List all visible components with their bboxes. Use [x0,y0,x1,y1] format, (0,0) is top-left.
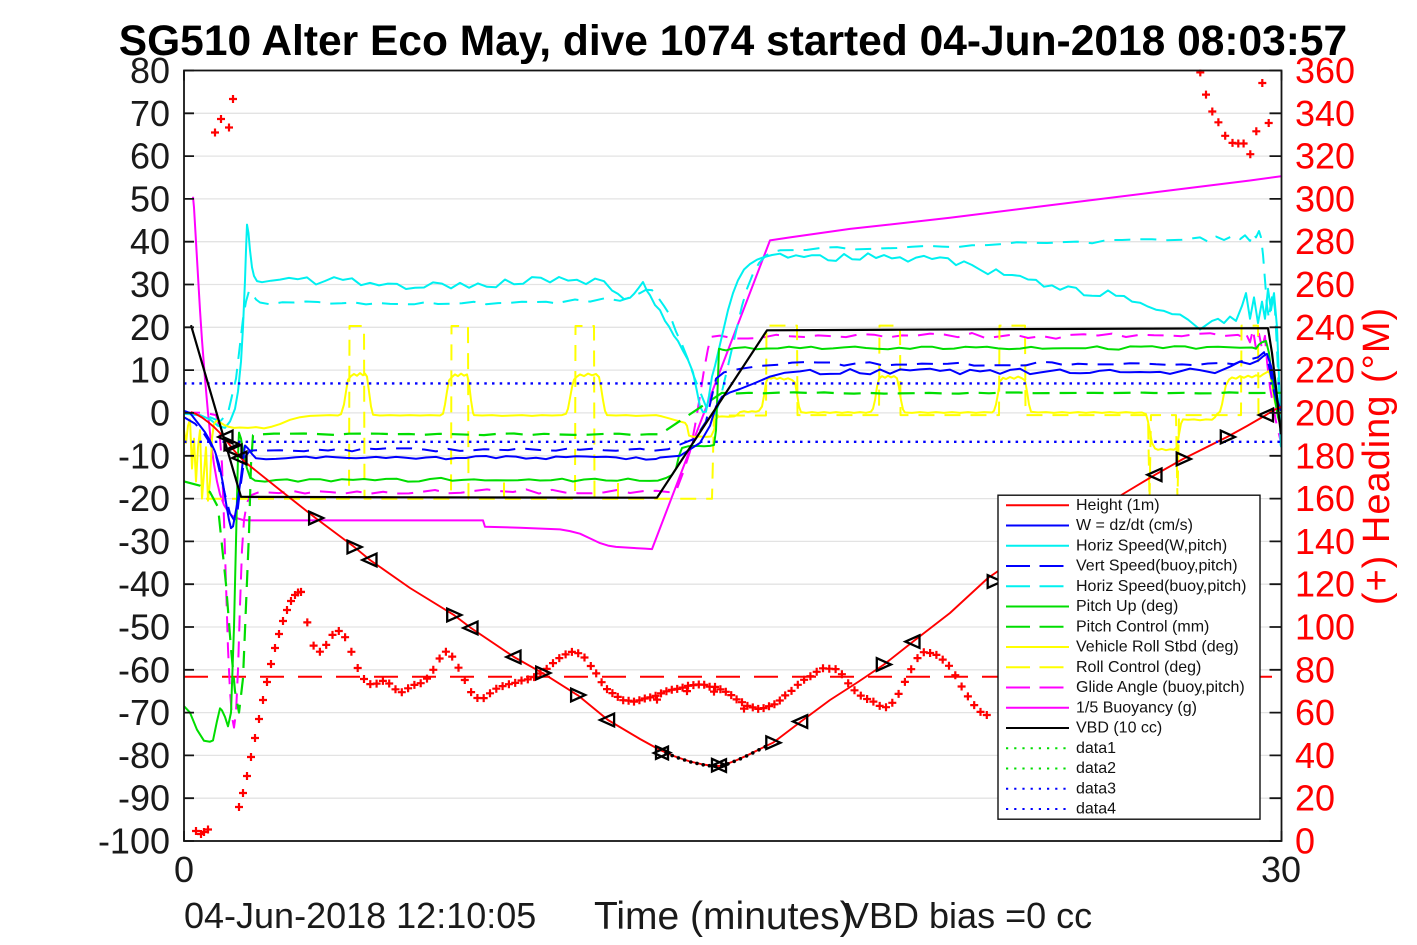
svg-text:1/5 Buoyancy (g): 1/5 Buoyancy (g) [1076,699,1197,716]
svg-text:80: 80 [1295,649,1335,690]
svg-text:60: 60 [130,136,170,177]
svg-text:140: 140 [1295,521,1355,562]
svg-text:100: 100 [1295,607,1355,648]
svg-text:240: 240 [1295,307,1355,348]
svg-text:Roll Control (deg): Roll Control (deg) [1076,659,1201,676]
svg-text:20: 20 [130,307,170,348]
svg-text:220: 220 [1295,350,1355,391]
svg-text:-90: -90 [118,778,170,819]
svg-text:160: 160 [1295,478,1355,519]
svg-text:10: 10 [130,350,170,391]
svg-text:W = dz/dt (cm/s): W = dz/dt (cm/s) [1076,517,1193,534]
svg-text:40: 40 [1295,735,1335,776]
svg-text:320: 320 [1295,136,1355,177]
svg-text:260: 260 [1295,264,1355,305]
svg-text:70: 70 [130,93,170,134]
svg-text:Pitch Control (mm): Pitch Control (mm) [1076,618,1209,635]
svg-text:60: 60 [1295,692,1335,733]
svg-text:-80: -80 [118,735,170,776]
svg-text:300: 300 [1295,178,1355,219]
svg-text:200: 200 [1295,392,1355,433]
svg-text:80: 80 [130,50,170,91]
svg-text:280: 280 [1295,221,1355,262]
svg-text:Pitch Up (deg): Pitch Up (deg) [1076,598,1178,615]
svg-text:VBD (10 cc): VBD (10 cc) [1076,720,1162,737]
svg-text:04-Jun-2018 12:10:05: 04-Jun-2018 12:10:05 [184,895,536,936]
svg-text:data2: data2 [1076,760,1116,777]
svg-text:0: 0 [150,392,170,433]
svg-text:20: 20 [1295,778,1335,819]
svg-text:VBD bias =0 cc: VBD bias =0 cc [845,895,1092,936]
svg-text:Horiz Speed(W,pitch): Horiz Speed(W,pitch) [1076,537,1227,554]
svg-text:30: 30 [130,264,170,305]
svg-text:Vehicle Roll Stbd (deg): Vehicle Roll Stbd (deg) [1076,639,1239,656]
svg-text:Time (minutes): Time (minutes) [594,895,853,938]
svg-text:data3: data3 [1076,780,1116,797]
svg-text:50: 50 [130,178,170,219]
svg-text:-60: -60 [118,649,170,690]
svg-text:340: 340 [1295,93,1355,134]
svg-text:120: 120 [1295,564,1355,605]
svg-text:-30: -30 [118,521,170,562]
svg-text:Vert Speed(buoy,pitch): Vert Speed(buoy,pitch) [1076,558,1238,575]
svg-text:40: 40 [130,221,170,262]
svg-text:-100: -100 [98,821,170,862]
svg-text:Glide Angle (buoy,pitch): Glide Angle (buoy,pitch) [1076,679,1245,696]
svg-text:180: 180 [1295,435,1355,476]
svg-text:-40: -40 [118,564,170,605]
svg-text:Horiz Speed(buoy,pitch): Horiz Speed(buoy,pitch) [1076,578,1246,595]
svg-text:0: 0 [1295,821,1315,862]
svg-text:-70: -70 [118,692,170,733]
svg-text:data1: data1 [1076,740,1116,757]
svg-text:(+) Heading (°M): (+) Heading (°M) [1356,307,1398,605]
svg-text:360: 360 [1295,50,1355,91]
svg-text:Height (1m): Height (1m) [1076,497,1160,514]
svg-text:-10: -10 [118,435,170,476]
svg-text:-20: -20 [118,478,170,519]
svg-text:0: 0 [174,849,194,890]
svg-text:30: 30 [1261,849,1301,890]
svg-text:-50: -50 [118,607,170,648]
svg-text:SG510 Alter Eco May, dive 1074: SG510 Alter Eco May, dive 1074 started 0… [119,18,1347,65]
svg-text:data4: data4 [1076,801,1116,818]
